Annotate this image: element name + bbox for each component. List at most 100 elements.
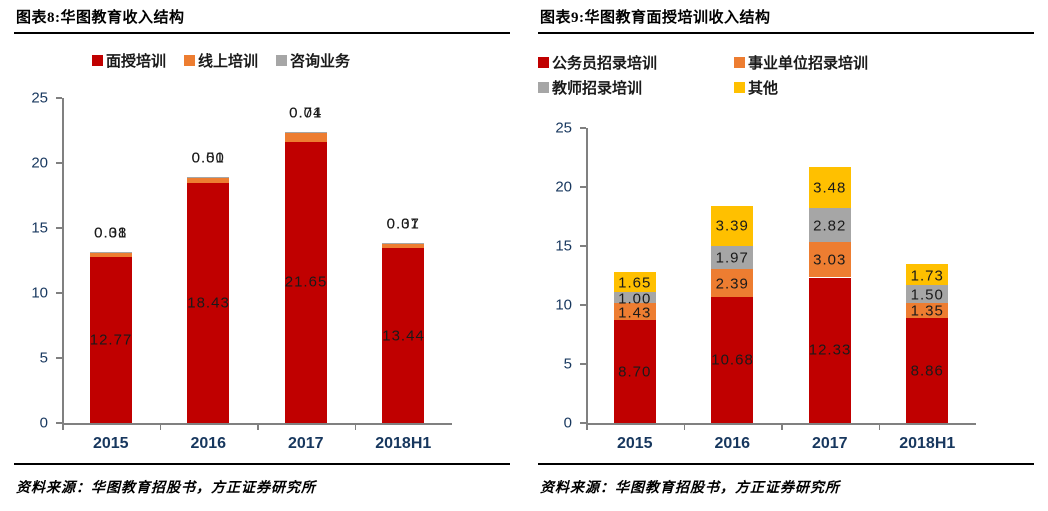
y-axis-label: 15: [555, 237, 572, 255]
bar-stack-2018H1[interactable]: 13.44 0.37 0.01: [382, 216, 425, 423]
bar-segment[interactable]: [187, 176, 230, 184]
legend-item-xianshang[interactable]: 线上培训: [184, 50, 258, 71]
bar-segment[interactable]: [284, 131, 327, 142]
bar-segment[interactable]: [711, 205, 754, 246]
bar-segment[interactable]: [613, 272, 656, 292]
bar-segment[interactable]: [613, 291, 656, 304]
bar-segment[interactable]: [808, 167, 851, 209]
bar-segment[interactable]: [808, 208, 851, 242]
bar-segment[interactable]: [711, 296, 754, 423]
bar-value-label: 0.37: [386, 215, 420, 233]
legend-item-zixun[interactable]: 咨询业务: [276, 50, 350, 71]
title-divider: [538, 32, 1034, 34]
bar-segment[interactable]: [382, 248, 425, 423]
bar-stack-2016[interactable]: 10.68 2.39 1.97 3.39: [711, 205, 754, 423]
x-axis-label: 2016: [190, 435, 227, 452]
x-axis-tick: [878, 423, 880, 430]
bar-stack-2015[interactable]: 8.70 1.43 1.00 1.65: [613, 272, 656, 423]
legend-swatch-icon: [184, 55, 196, 66]
y-axis-label: 0: [39, 414, 48, 432]
legend-swatch-icon: [276, 55, 288, 66]
bar-value-label: 0.01: [191, 149, 225, 167]
legend-label: 面授培训: [106, 54, 167, 70]
x-axis-tick: [683, 423, 685, 430]
chart-legend: 公务员招录培训 事业单位招录培训 教师招录培训 其他: [538, 50, 938, 100]
bar-segment[interactable]: [808, 277, 851, 423]
y-axis-label: 15: [31, 219, 48, 237]
y-axis-label: 0: [563, 414, 572, 432]
bar-stack-2017[interactable]: 12.33 3.03 2.82 3.48: [808, 167, 851, 423]
stacked-bar-chart-offline-training-structure: 0 5 10 15 20 25 2015 8.70 1.43 1.00 1.65 2016 10.68 2…: [555, 120, 976, 452]
bar-segment[interactable]: [284, 141, 327, 423]
source-note: 资料来源：华图教育招股书，方正证券研究所: [540, 481, 840, 496]
bar-value-label: 0.01: [289, 104, 323, 122]
x-axis-label: 2018H1: [375, 435, 432, 452]
x-axis-tick: [586, 423, 588, 430]
bar-stack-2017[interactable]: 21.65 0.74 0.01: [284, 104, 327, 423]
bar-segment[interactable]: [906, 318, 949, 423]
x-axis-label: 2018H1: [899, 435, 956, 452]
x-axis-label: 2017: [811, 435, 848, 452]
y-axis-tick: [580, 304, 586, 306]
bar-segment[interactable]: [382, 243, 425, 249]
stacked-bar-chart-revenue-structure: 0 5 10 15 20 25 2015 12.77 0.38 0.01 2016 18.43 0.50…: [31, 90, 452, 452]
y-axis-tick: [580, 422, 586, 424]
y-axis-tick: [56, 97, 62, 99]
bar-segment[interactable]: [906, 284, 949, 303]
y-axis-tick: [580, 127, 586, 129]
bar-segment[interactable]: [711, 245, 754, 269]
figure-panel-8: 图表8:华图教育收入结构 面授培训 线上培训 咨询业务 0 5 10 15 20 25 2015…: [14, 10, 510, 496]
x-axis-label: 2017: [287, 435, 324, 452]
figure-panel-9: 图表9:华图教育面授培训收入结构 公务员招录培训 事业单位招录培训 教师招录培训 其他…: [524, 0, 1048, 511]
y-axis-label: 5: [39, 349, 48, 367]
y-axis-label: 25: [555, 119, 572, 137]
y-axis-tick: [580, 186, 586, 188]
bar-value-label: 0.50: [191, 149, 225, 167]
bar-segment[interactable]: [613, 303, 656, 321]
legend-label: 公务员招录培训: [552, 56, 658, 72]
bar-segment[interactable]: [613, 320, 656, 423]
bar-segment[interactable]: [187, 183, 230, 423]
y-axis-line: [586, 128, 588, 423]
bar-segment[interactable]: [906, 302, 949, 319]
y-axis-tick: [56, 162, 62, 164]
legend-item-mianshou[interactable]: 面授培训: [92, 50, 166, 71]
bar-value-label: 0.38: [94, 224, 128, 242]
y-axis-tick: [56, 292, 62, 294]
page-title: 图表8:华图教育收入结构: [16, 10, 185, 26]
legend-item-qita[interactable]: 其他: [734, 75, 930, 100]
legend-swatch-icon: [734, 82, 745, 93]
bar-segment[interactable]: [89, 256, 132, 423]
bar-value-label: 0.01: [386, 215, 420, 233]
x-axis-tick: [257, 423, 259, 430]
y-axis-tick: [56, 227, 62, 229]
legend-item-jiaoshi[interactable]: 教师招录培训: [538, 75, 734, 100]
bar-segment[interactable]: [906, 264, 949, 285]
legend-label: 线上培训: [198, 54, 259, 70]
bar-stack-2016[interactable]: 18.43 0.50 0.01: [187, 149, 230, 423]
source-divider: [538, 463, 1034, 465]
bar-stack-2018H1[interactable]: 8.86 1.35 1.50 1.73: [906, 264, 949, 423]
bar-stack-2015[interactable]: 12.77 0.38 0.01: [89, 224, 132, 423]
legend-label: 其他: [748, 81, 779, 97]
source-divider: [14, 463, 510, 465]
bar-value-label: 0.01: [94, 224, 128, 242]
bar-segment[interactable]: [711, 268, 754, 297]
legend-label: 咨询业务: [290, 54, 351, 70]
legend-item-shiyedanwei[interactable]: 事业单位招录培训: [734, 50, 930, 75]
y-axis-label: 5: [563, 355, 572, 373]
x-axis-tick: [159, 423, 161, 430]
y-axis-tick: [580, 363, 586, 365]
legend-item-gongwuyuan[interactable]: 公务员招录培训: [538, 50, 734, 75]
bar-segment[interactable]: [808, 241, 851, 278]
y-axis-tick: [580, 245, 586, 247]
title-divider: [14, 32, 510, 34]
y-axis-tick: [56, 422, 62, 424]
y-axis-label: 25: [31, 89, 48, 107]
bar-value-label: 0.74: [289, 104, 323, 122]
bar-segment[interactable]: [89, 252, 132, 257]
legend-label: 事业单位招录培训: [748, 56, 869, 72]
page-title: 图表9:华图教育面授培训收入结构: [540, 10, 771, 26]
y-axis-label: 10: [555, 296, 572, 314]
legend-swatch-icon: [538, 57, 549, 68]
